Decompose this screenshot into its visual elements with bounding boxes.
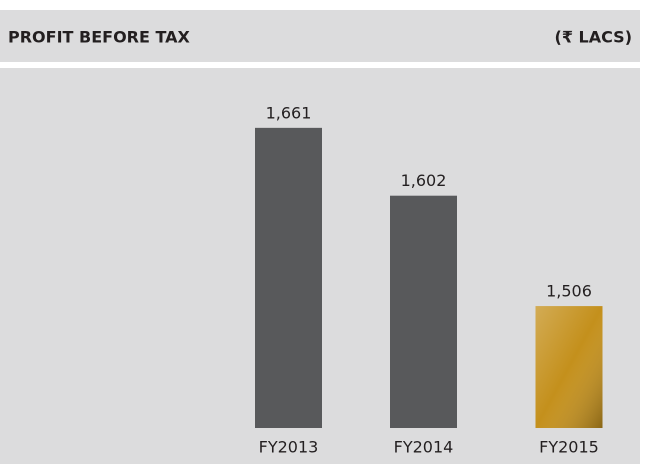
value-label: 1,661 [266, 103, 312, 122]
x-tick-label: FY2013 [259, 438, 319, 457]
x-tick-label: FY2014 [394, 438, 454, 457]
unit-label: (₹ LACS) [555, 28, 632, 47]
chart-title: PROFIT BEFORE TAX [8, 28, 191, 47]
bar [390, 195, 457, 428]
bar [255, 127, 322, 428]
bar-sheen [535, 306, 603, 428]
value-label: 1,602 [401, 171, 447, 190]
header-bg [0, 10, 640, 62]
x-tick-label: FY2015 [539, 438, 599, 457]
value-label: 1,506 [546, 282, 592, 301]
